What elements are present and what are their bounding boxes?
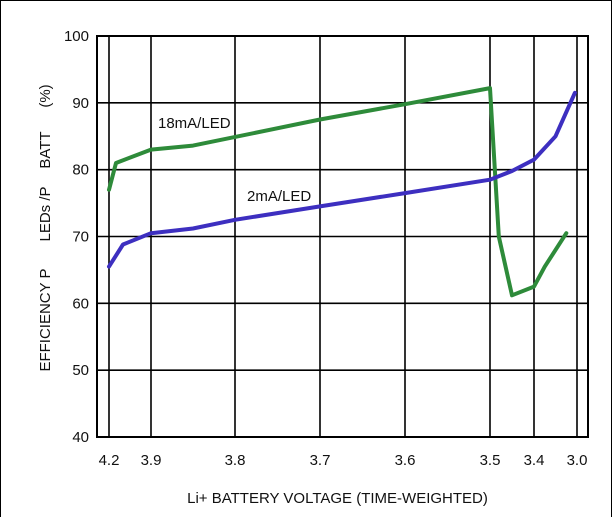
plot-border [96, 35, 589, 438]
x-tick-label: 3.9 [141, 452, 162, 469]
series-annotation: 2mA/LED [247, 188, 311, 205]
x-tick-label: 3.4 [524, 452, 545, 469]
y-tick-label: 60 [72, 295, 89, 312]
x-tick-label: 3.8 [225, 452, 246, 469]
y-axis-title-part: (%) [37, 84, 54, 107]
y-axis-title-part: BATT [37, 131, 54, 168]
y-tick-label: 50 [72, 362, 89, 379]
series-line-2ma-led [107, 90, 577, 269]
y-tick-label: 70 [72, 229, 89, 246]
x-tick-label: 3.6 [395, 452, 416, 469]
y-tick-label: 90 [72, 95, 89, 112]
x-axis-title: Li+ BATTERY VOLTAGE (TIME-WEIGHTED) [187, 490, 488, 507]
x-tick-label: 3.5 [480, 452, 501, 469]
x-tick-label: 3.0 [567, 452, 588, 469]
x-tick-label: 3.7 [310, 452, 331, 469]
y-axis-title-part: EFFICIENCY P [37, 268, 54, 371]
y-tick-label: 100 [64, 28, 89, 45]
y-tick-label: 40 [72, 429, 89, 446]
y-axis-title-part: LEDs /P [37, 186, 54, 241]
x-tick-label: 4.2 [99, 452, 120, 469]
y-tick-label: 80 [72, 162, 89, 179]
series-line-18ma-led [107, 86, 569, 298]
series-annotation: 18mA/LED [158, 115, 231, 132]
